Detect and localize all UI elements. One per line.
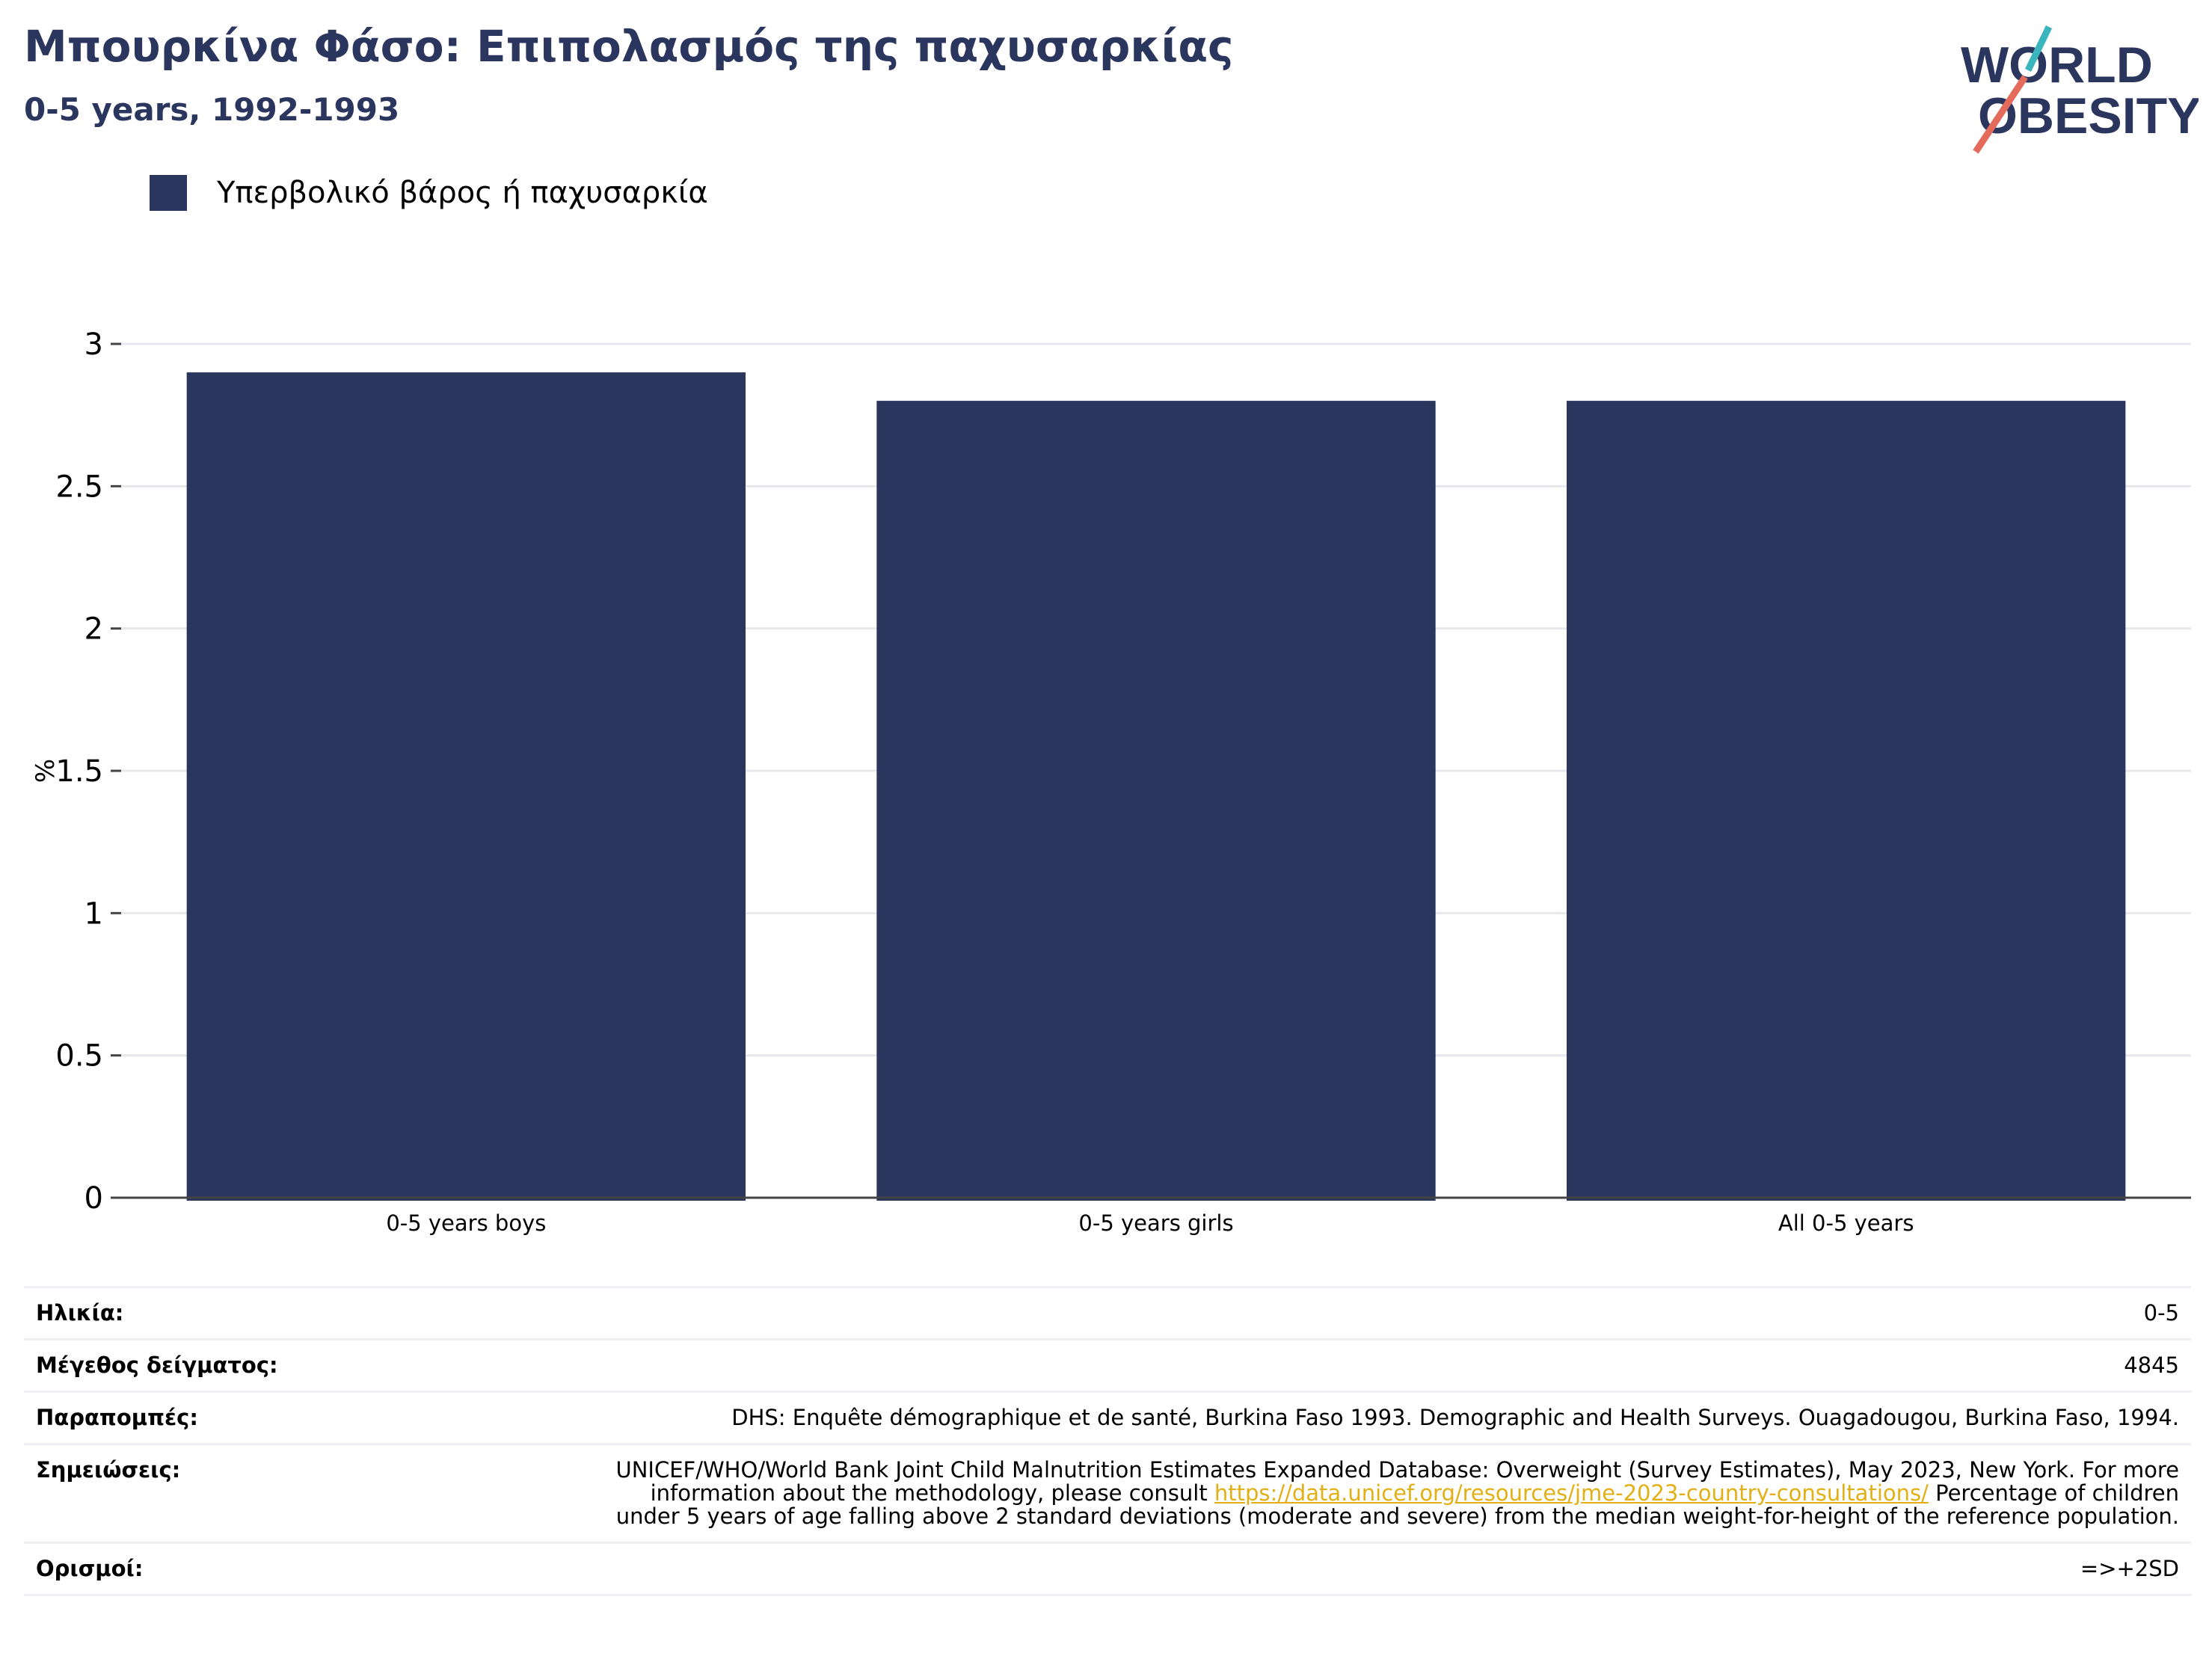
notes-value: UNICEF/WHO/World Bank Joint Child Malnut… — [586, 1459, 2179, 1528]
y-tick-label: 2 — [85, 612, 103, 647]
references-value: DHS: Enquête démographique et de santé, … — [731, 1405, 2179, 1430]
chart-subtitle: 0-5 years, 1992-1993 — [24, 91, 400, 128]
definitions-value: =>+2SD — [2080, 1556, 2179, 1581]
methodology-link[interactable]: https://data.unicef.org/resources/jme-20… — [1214, 1480, 1929, 1506]
bar — [876, 401, 1436, 1201]
legend: Υπερβολικό βάρος ή παχυσαρκία — [150, 173, 708, 212]
y-tick-label: 2.5 — [55, 470, 103, 504]
info-row-age: Ηλικία: 0-5 — [24, 1286, 2191, 1338]
info-row-notes: Σημειώσεις: UNICEF/WHO/World Bank Joint … — [24, 1443, 2191, 1542]
bar — [186, 372, 746, 1201]
y-tick-label: 3 — [85, 327, 103, 362]
x-tick-label: 0-5 years girls — [1078, 1210, 1233, 1236]
notes-text-after: Percentage of children under 5 years of … — [615, 1480, 2179, 1529]
notes-label: Σημειώσεις: — [36, 1457, 181, 1483]
references-label: Παραπομπές: — [36, 1405, 198, 1430]
y-axis-label: % — [31, 759, 61, 783]
bar — [1566, 401, 2126, 1201]
bar-chart: 0 0.5 1 1.5 2 2.5 3 0-5 years boys 0-5 years gir… — [31, 327, 2191, 1236]
legend-swatch — [150, 175, 187, 211]
x-tick-label: All 0-5 years — [1778, 1210, 1914, 1236]
age-value: 0-5 — [2143, 1300, 2179, 1326]
info-row-sample-size: Μέγεθος δείγματος: 4845 — [24, 1338, 2191, 1391]
age-label: Ηλικία: — [36, 1300, 124, 1326]
info-row-references: Παραπομπές: DHS: Enquête démographique e… — [24, 1391, 2191, 1443]
world-obesity-logo: WORLD OBESITY — [1961, 25, 2199, 154]
sample-size-value: 4845 — [2124, 1352, 2179, 1378]
info-row-definitions: Ορισμοί: =>+2SD — [24, 1542, 2191, 1596]
logo-slash-teal — [2024, 25, 2053, 72]
y-tick-label: 0 — [85, 1181, 103, 1216]
chart-title: Μπουρκίνα Φάσο: Επιπολασμός της παχυσαρκ… — [24, 21, 1234, 72]
definitions-label: Ορισμοί: — [36, 1556, 144, 1581]
notes-text-before: UNICEF/WHO/World Bank Joint Child Malnut… — [615, 1457, 2179, 1506]
info-table: Ηλικία: 0-5 Μέγεθος δείγματος: 4845 Παρα… — [24, 1286, 2191, 1596]
x-tick-label: 0-5 years boys — [386, 1210, 546, 1236]
sample-size-label: Μέγεθος δείγματος: — [36, 1352, 278, 1378]
logo-line-1: WORLD — [1961, 37, 2153, 93]
y-tick-label: 1 — [85, 896, 103, 931]
y-tick-label: 0.5 — [55, 1039, 103, 1074]
logo-slash-coral — [1973, 75, 2028, 154]
legend-label: Υπερβολικό βάρος ή παχυσαρκία — [217, 176, 708, 210]
y-tick-label: 1.5 — [55, 754, 103, 789]
